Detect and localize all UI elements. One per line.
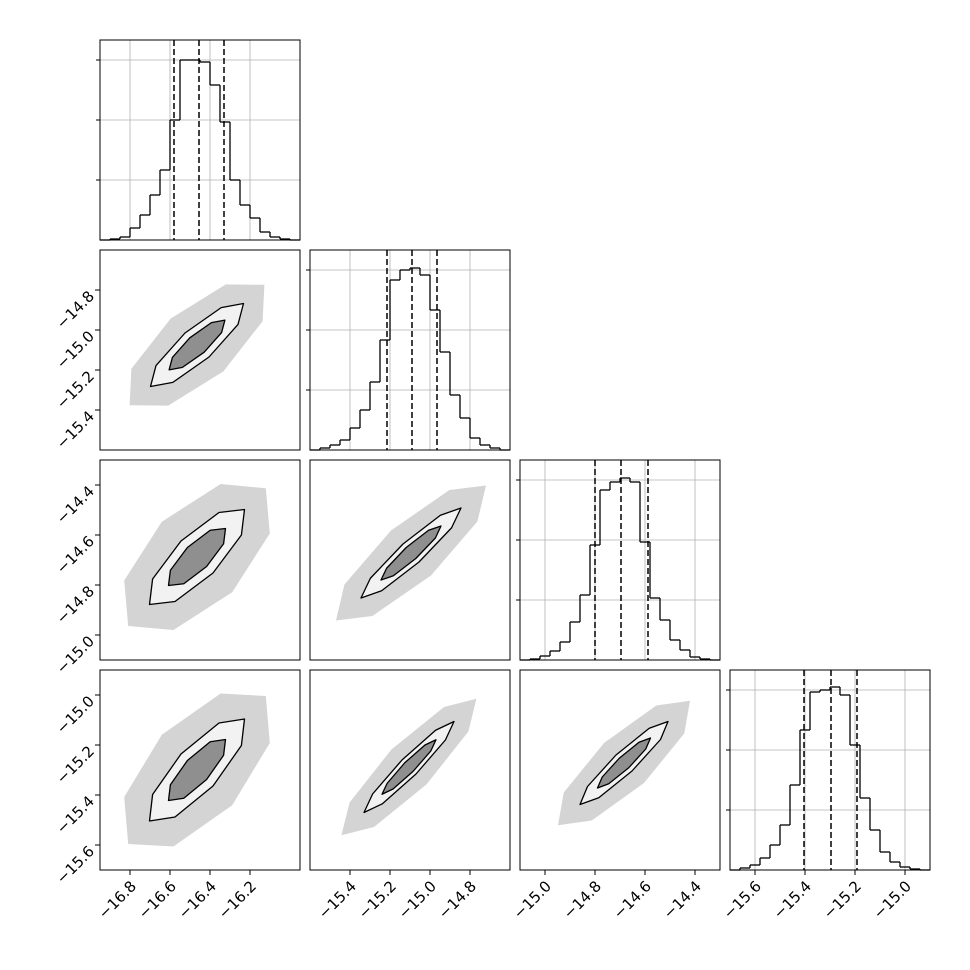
y-tick-label: −14.8 (53, 582, 98, 627)
y-tick-label: −15.4 (53, 792, 98, 837)
x-tick-label: −15.0 (395, 877, 440, 922)
x-tick-label: −15.0 (510, 877, 555, 922)
panel-frame (309, 669, 511, 871)
contour (596, 737, 652, 789)
panel-frame (519, 669, 721, 871)
x-tick-label: −14.8 (560, 877, 605, 922)
y-tick-label: −14.8 (53, 287, 98, 332)
panel-frame (99, 459, 301, 661)
contour (381, 739, 437, 795)
x-tick-label: −16.4 (175, 877, 220, 922)
x-tick-label: −16.8 (95, 877, 140, 922)
x-tick-label: −15.4 (770, 877, 815, 922)
panel-frame (519, 459, 721, 661)
panel-frame (309, 249, 511, 451)
x-tick-label: −15.2 (355, 877, 400, 922)
y-tick-label: −15.6 (53, 842, 98, 887)
contour (380, 525, 442, 581)
x-tick-label: −14.4 (660, 877, 705, 922)
x-tick-label: −15.2 (820, 877, 865, 922)
x-tick-label: −14.8 (435, 877, 480, 922)
panel-frame (99, 249, 301, 451)
contour (167, 738, 227, 802)
panel-frame (99, 669, 301, 871)
x-tick-label: −15.4 (315, 877, 360, 922)
contour (167, 527, 227, 587)
x-tick-label: −16.6 (135, 877, 180, 922)
y-tick-label: −14.6 (53, 532, 98, 577)
x-tick-label: −16.2 (215, 877, 260, 922)
x-tick-label: −15.6 (720, 877, 765, 922)
y-tick-label: −14.4 (53, 482, 98, 527)
x-tick-label: −14.6 (610, 877, 655, 922)
y-tick-label: −15.0 (53, 692, 98, 737)
panel-frame (309, 459, 511, 661)
panel-frame (99, 39, 301, 241)
y-tick-label: −15.0 (53, 327, 98, 372)
y-tick-label: −15.2 (53, 367, 98, 412)
panel-frame (729, 669, 931, 871)
y-tick-label: −15.2 (53, 742, 98, 787)
y-tick-label: −15.4 (53, 407, 98, 452)
contour (168, 319, 226, 371)
y-tick-label: −15.0 (53, 632, 98, 677)
x-tick-label: −15.0 (870, 877, 915, 922)
